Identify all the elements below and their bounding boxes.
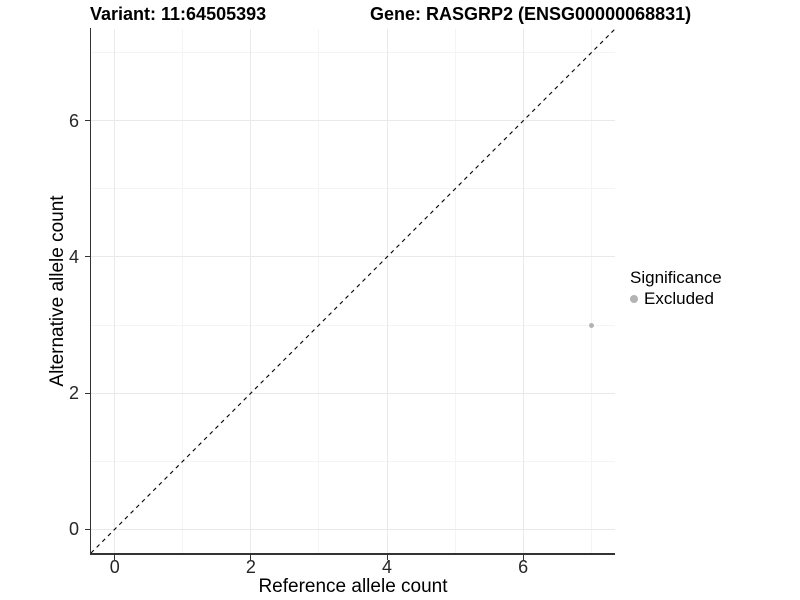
data-point <box>588 322 594 328</box>
x-major-gridline <box>114 29 116 553</box>
y-minor-gridline <box>91 52 615 54</box>
x-tick-mark <box>522 554 524 560</box>
legend-title: Significance <box>630 268 722 287</box>
y-minor-gridline <box>91 460 615 462</box>
y-minor-gridline <box>91 188 615 190</box>
x-axis-title-text: Reference allele count <box>258 576 448 597</box>
plot-title-gene: Gene: RASGRP2 (ENSG00000068831) <box>370 4 692 24</box>
y-tick-label: 0 <box>68 519 79 540</box>
x-minor-gridline <box>182 29 184 553</box>
legend-item-label: Excluded <box>644 289 714 308</box>
y-tick-mark <box>84 528 90 530</box>
y-tick-mark <box>84 256 90 258</box>
y-tick-label: 4 <box>68 246 79 267</box>
plot-title-variant: Variant: 11:64505393 <box>90 4 267 24</box>
x-tick-mark <box>114 554 116 560</box>
x-tick-mark <box>386 554 388 560</box>
x-minor-gridline <box>454 29 456 553</box>
legend-key-dot <box>630 294 638 303</box>
y-major-gridline <box>91 256 615 258</box>
x-tick-mark <box>250 554 252 560</box>
y-axis-title: Alternative allele count <box>47 195 68 387</box>
x-major-gridline <box>250 29 252 553</box>
y-tick-label: 6 <box>68 110 79 131</box>
y-tick-mark <box>84 120 90 122</box>
x-major-gridline <box>386 29 388 553</box>
y-tick-mark <box>84 392 90 394</box>
y-minor-gridline <box>91 324 615 326</box>
legend-items: Excluded <box>630 289 722 308</box>
x-major-gridline <box>522 29 524 553</box>
y-major-gridline <box>91 528 615 530</box>
y-axis-line <box>89 28 91 555</box>
legend: Significance Excluded <box>630 268 722 308</box>
x-tick-label: 6 <box>518 557 529 577</box>
x-tick-label: 4 <box>382 557 393 577</box>
x-minor-gridline <box>318 29 320 553</box>
x-tick-label: 0 <box>109 557 120 577</box>
identity-dashed-line <box>91 29 615 553</box>
x-minor-gridline <box>590 29 592 553</box>
y-major-gridline <box>91 120 615 122</box>
x-tick-label: 2 <box>245 557 256 577</box>
legend-item: Excluded <box>630 289 722 308</box>
plot-panel <box>91 29 615 553</box>
y-major-gridline <box>91 392 615 394</box>
y-tick-label: 2 <box>68 383 79 404</box>
x-axis-title: Reference allele count <box>0 576 800 598</box>
x-axis-line <box>89 553 615 555</box>
